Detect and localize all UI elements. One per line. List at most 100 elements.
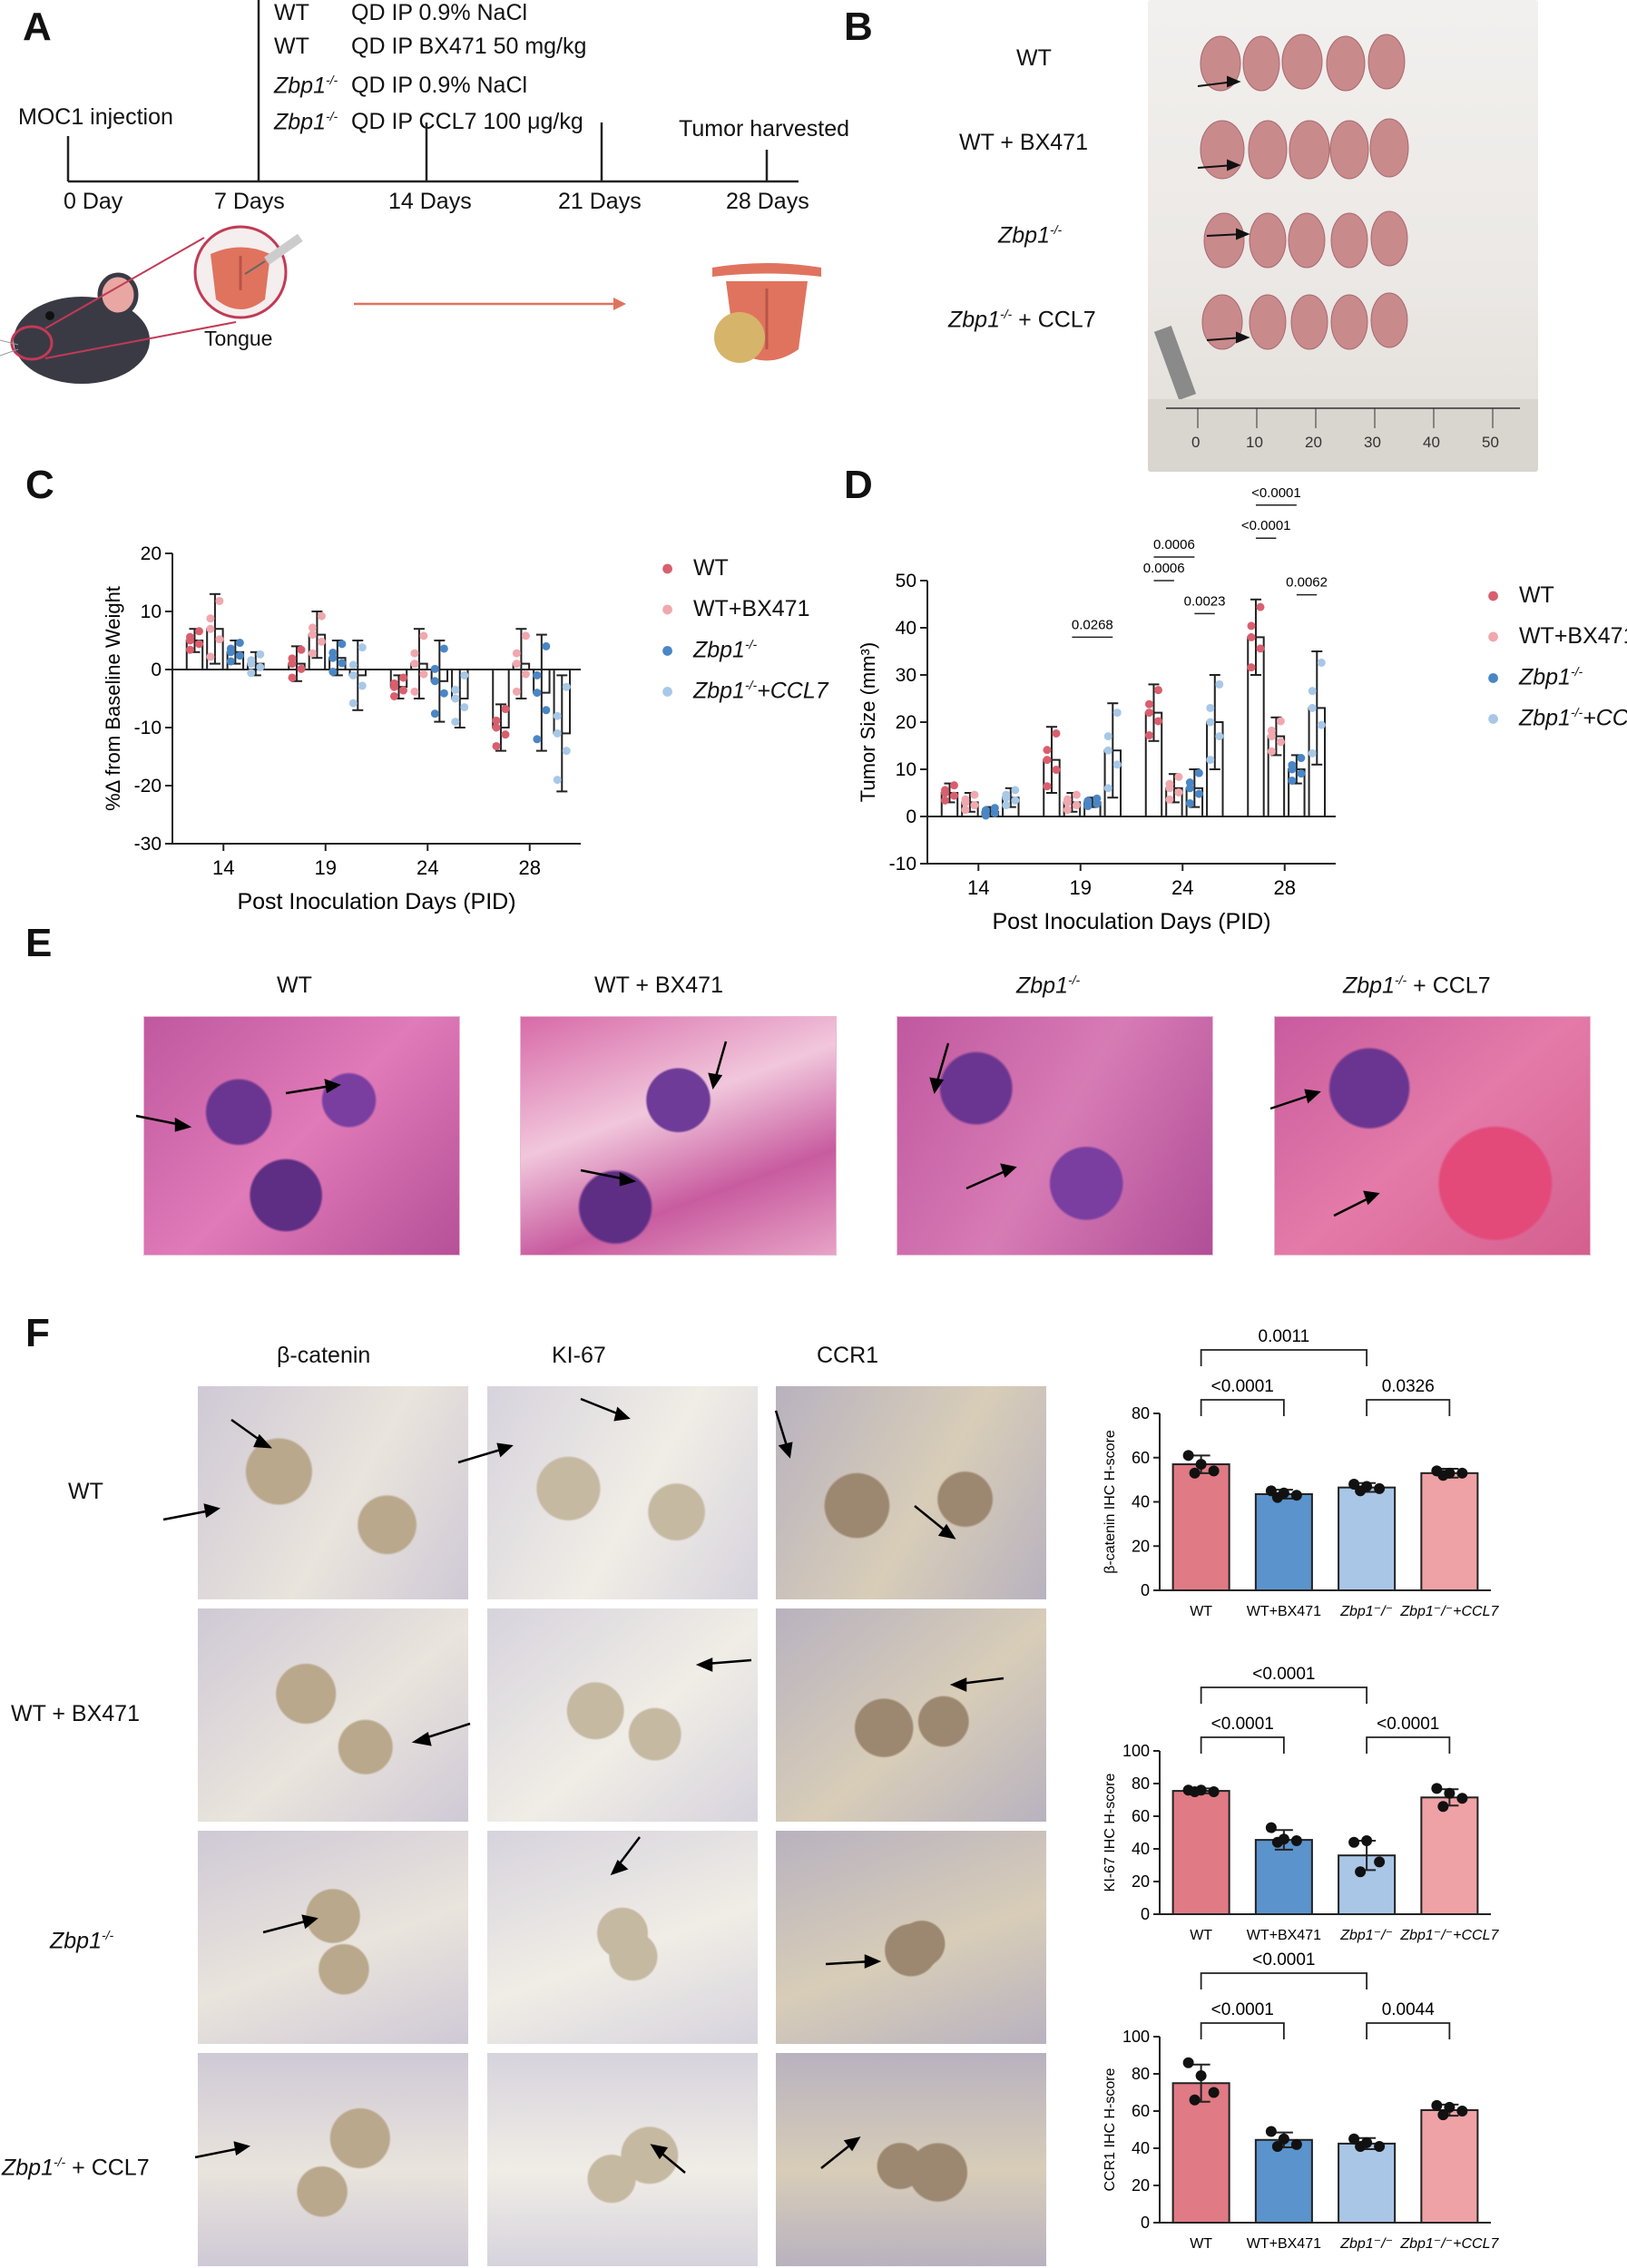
y-tick-label: 80 — [1132, 1774, 1150, 1793]
data-point — [1189, 1467, 1201, 1479]
data-point — [1043, 746, 1052, 755]
data-point — [1144, 709, 1153, 718]
y-tick-label: 20 — [1132, 2176, 1150, 2195]
data-point — [430, 664, 439, 673]
data-point — [492, 723, 501, 732]
data-point — [1297, 754, 1306, 763]
ruler-num-10: 10 — [1246, 434, 1263, 451]
data-point — [1182, 2057, 1194, 2068]
data-point — [1052, 766, 1061, 775]
data-point — [1317, 658, 1326, 667]
data-point — [533, 689, 542, 698]
stain-label-ccr1: CCR1 — [817, 1343, 879, 1368]
data-point — [1072, 790, 1081, 799]
bar — [1420, 1796, 1479, 1915]
data-point — [533, 670, 542, 679]
p-value-label: 0.0006 — [1153, 537, 1195, 552]
data-point — [247, 660, 256, 669]
data-point — [1355, 1866, 1367, 1878]
x-tick-label: WT+BX471 — [1247, 1604, 1321, 1619]
bar — [1171, 2082, 1230, 2224]
data-point — [430, 709, 439, 719]
data-point — [1165, 795, 1174, 804]
y-axis-label: KI-67 IHC H-score — [1103, 1774, 1118, 1892]
y-tick-label: 0 — [906, 807, 916, 827]
x-tick-label: WT — [1190, 1604, 1212, 1619]
data-point — [1208, 1786, 1220, 1797]
legend-d-item-bx471: ● WT+BX471 — [1486, 623, 1627, 649]
data-point — [1011, 796, 1020, 805]
data-point — [1308, 687, 1317, 696]
data-point — [1206, 718, 1215, 727]
data-point — [206, 624, 215, 633]
data-point — [1144, 731, 1153, 740]
ihc-image-r4-c1 — [198, 2053, 468, 2266]
he-image-zbp1 — [897, 1016, 1213, 1256]
data-point — [1374, 1856, 1386, 1868]
y-tick-label: 0 — [1141, 1581, 1150, 1599]
data-point — [1256, 644, 1265, 653]
data-point — [1456, 1793, 1468, 1804]
data-point — [1317, 720, 1326, 729]
bar — [1338, 2142, 1397, 2224]
data-point — [1165, 784, 1174, 793]
data-point — [1043, 756, 1052, 765]
data-point — [1444, 1787, 1455, 1799]
data-point — [1290, 1835, 1302, 1846]
ihc-image-r3-c3 — [776, 1831, 1046, 2044]
y-tick-label: 60 — [1132, 1449, 1150, 1467]
ruler-num-20: 20 — [1305, 434, 1322, 451]
data-point — [1112, 709, 1122, 718]
data-point — [419, 631, 428, 640]
x-tick-label: 24 — [417, 856, 438, 879]
timepoint-7: 7 Days — [214, 189, 285, 214]
data-point — [194, 627, 203, 636]
data-point — [1456, 2106, 1468, 2116]
y-tick-label: 20 — [1132, 1872, 1150, 1891]
data-point — [439, 644, 448, 653]
y-tick-label: 40 — [1132, 2139, 1150, 2157]
progression-arrowhead — [613, 298, 626, 310]
x-tick-label: 14 — [212, 856, 234, 879]
data-point — [1185, 784, 1194, 793]
data-point — [1206, 703, 1215, 712]
panel-label-f: F — [25, 1311, 50, 1355]
significance-bracket — [1200, 1736, 1285, 1754]
data-point — [348, 699, 358, 708]
y-tick-label: 20 — [141, 543, 162, 564]
data-point — [1355, 1485, 1367, 1497]
data-point — [1276, 717, 1285, 726]
tumor-row-label-3: Zbp1-/- — [998, 222, 1063, 249]
y-tick-label: -20 — [134, 776, 162, 797]
data-point — [553, 776, 562, 785]
y-tick-label: 80 — [1132, 2065, 1150, 2083]
tumor-arrows — [1197, 75, 1250, 344]
significance-bracket — [1200, 1349, 1368, 1366]
timepoint-0: 0 Day — [64, 189, 123, 214]
legend-item-wt: ● WT — [661, 555, 729, 581]
p-value-label: 0.0268 — [1072, 617, 1113, 632]
y-axis-label: β-catenin IHC H-score — [1103, 1430, 1118, 1574]
ihc-image-r2-c2 — [487, 1608, 758, 1822]
data-point — [226, 648, 235, 657]
ruler-num-30: 30 — [1364, 434, 1381, 451]
timepoint-21: 21 Days — [558, 189, 642, 214]
y-tick-label: 60 — [1132, 1807, 1150, 1825]
data-point — [553, 728, 562, 738]
data-point — [398, 686, 407, 695]
he-image-zbp1-ccl7 — [1274, 1016, 1591, 1256]
y-tick-label: 0 — [1141, 2214, 1150, 2232]
data-point — [521, 670, 530, 679]
x-tick-label: Zbp1⁻/⁻+CCL7 — [1399, 2236, 1499, 2252]
x-tick-label: Zbp1⁻/⁻+CCL7 — [1399, 1928, 1499, 1943]
syringe-icon — [244, 233, 303, 275]
y-tick-label: 40 — [1132, 1493, 1150, 1511]
he-label-zbp1: Zbp1-/- — [1016, 973, 1081, 999]
p-value-label: <0.0001 — [1377, 1715, 1439, 1734]
data-point — [1267, 726, 1276, 735]
data-point — [1271, 1491, 1283, 1503]
data-point — [1437, 1801, 1449, 1813]
significance-bracket — [1366, 1399, 1451, 1416]
data-point — [308, 631, 317, 640]
